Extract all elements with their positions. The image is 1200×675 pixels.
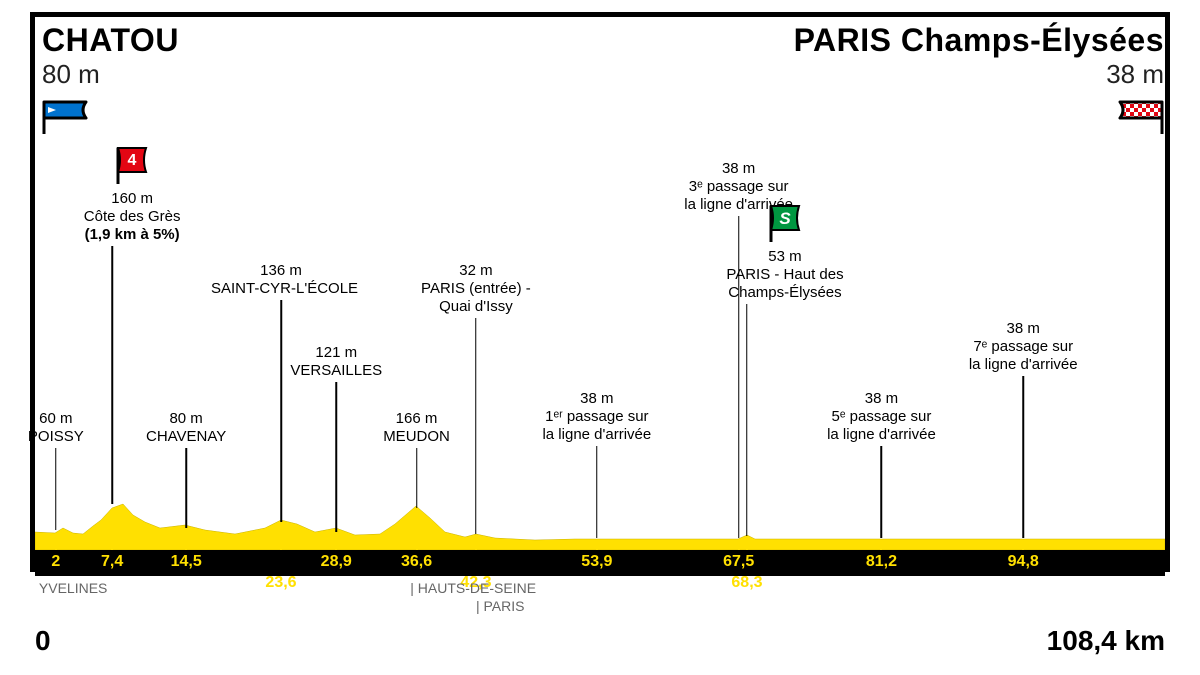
waypoint: 80 mCHAVENAY — [116, 410, 256, 446]
waypoint-label: PARIS - Haut des — [715, 266, 855, 284]
waypoint: 38 m7ᵉ passage surla ligne d'arrivée — [953, 320, 1093, 374]
waypoint-altitude: 160 m — [62, 190, 202, 208]
waypoint-label: Champs-Élysées — [715, 284, 855, 302]
stage-profile: CHATOU 80 m PARIS Champs-Élysées 38 m — [0, 0, 1200, 675]
km-label: 94,8 — [1008, 553, 1039, 571]
km-label: 36,6 — [401, 553, 432, 571]
svg-text:4: 4 — [128, 152, 137, 169]
waypoint-leader-line — [881, 446, 883, 538]
finish-city-block: PARIS Champs-Élysées 38 m — [794, 22, 1164, 90]
waypoint-leader-line — [746, 304, 748, 536]
km-tick — [596, 544, 598, 550]
finish-city-name: PARIS Champs-Élysées — [794, 22, 1164, 59]
waypoint-label: Quai d'Issy — [406, 298, 546, 316]
km-label: 14,5 — [171, 553, 202, 571]
waypoint: 32 mPARIS (entrée) -Quai d'Issy — [406, 262, 546, 316]
waypoint-altitude: 60 m — [0, 410, 126, 428]
start-city-block: CHATOU 80 m — [42, 22, 179, 90]
km-tick — [55, 544, 57, 550]
finish-altitude: 38 m — [794, 59, 1164, 90]
waypoint: 166 mMEUDON — [347, 410, 487, 446]
waypoint-altitude: 38 m — [669, 160, 809, 178]
waypoint-label: CHAVENAY — [116, 428, 256, 446]
department-label: YVELINES — [35, 580, 107, 596]
waypoint-label: la ligne d'arrivée — [527, 426, 667, 444]
waypoint-altitude: 166 m — [347, 410, 487, 428]
km-tick — [280, 544, 282, 550]
department-label: | PARIS — [476, 598, 525, 614]
waypoint-altitude: 38 m — [953, 320, 1093, 338]
waypoint: 136 mSAINT-CYR-L'ÉCOLE — [211, 262, 351, 298]
waypoint: 60 mPOISSY — [0, 410, 126, 446]
svg-text:S: S — [779, 209, 791, 228]
km-tick — [880, 544, 882, 550]
frame-top — [30, 12, 1170, 17]
waypoint-label: MEUDON — [347, 428, 487, 446]
km-band: 27,414,523,628,936,642,353,967,568,381,2… — [35, 550, 1165, 576]
waypoint-altitude: 136 m — [211, 262, 351, 280]
km-tick — [738, 544, 740, 550]
waypoint: 121 mVERSAILLES — [266, 344, 406, 380]
waypoint-label: POISSY — [0, 428, 126, 446]
waypoint-leader-line — [111, 246, 113, 504]
waypoint: 4160 mCôte des Grès(1,9 km à 5%) — [62, 190, 202, 244]
category-4-badge-icon: 4 — [114, 146, 150, 191]
km-tick — [475, 544, 477, 550]
waypoint-altitude: 53 m — [715, 248, 855, 266]
waypoint-label: Côte des Grès — [62, 208, 202, 226]
department-label: | HAUTS-DE-SEINE — [410, 580, 536, 596]
department-row: YVELINES| HAUTS-DE-SEINE| PARIS — [35, 580, 1165, 600]
km-label: 7,4 — [101, 553, 123, 571]
waypoint-leader-line — [475, 318, 477, 534]
waypoint-label: VERSAILLES — [266, 362, 406, 380]
km-label: 28,9 — [321, 553, 352, 571]
km-label: 81,2 — [866, 553, 897, 571]
start-altitude: 80 m — [42, 59, 179, 90]
waypoint-altitude: 80 m — [116, 410, 256, 428]
waypoint-leader-line — [1022, 376, 1024, 538]
km-label: 67,5 — [723, 553, 754, 571]
waypoint-altitude: 38 m — [527, 390, 667, 408]
waypoint-leader-line — [416, 448, 418, 508]
km-tick — [746, 544, 748, 550]
waypoint-label: SAINT-CYR-L'ÉCOLE — [211, 280, 351, 298]
km-tick — [416, 544, 418, 550]
waypoint-label: PARIS (entrée) - — [406, 280, 546, 298]
waypoint-altitude: 32 m — [406, 262, 546, 280]
waypoint-label: 3ᵉ passage sur — [669, 178, 809, 196]
waypoint: 38 m5ᵉ passage surla ligne d'arrivée — [811, 390, 951, 444]
waypoint-label: la ligne d'arrivée — [811, 426, 951, 444]
km-label: 53,9 — [581, 553, 612, 571]
waypoint-leader-line — [55, 448, 57, 530]
waypoint: 38 m1ᵉʳ passage surla ligne d'arrivée — [527, 390, 667, 444]
elevation-profile: 60 mPOISSY 4160 mCôte des Grès(1,9 km à … — [35, 120, 1165, 550]
bottom-row: 0 108,4 km — [35, 625, 1165, 655]
waypoint-leader-line — [336, 382, 338, 532]
sprint-badge-icon: S — [767, 204, 803, 249]
waypoint-label: 1ᵉʳ passage sur — [527, 408, 667, 426]
waypoint-altitude: 121 m — [266, 344, 406, 362]
km-total: 108,4 km — [1047, 625, 1165, 657]
km-tick — [1022, 544, 1024, 550]
waypoint: S53 mPARIS - Haut desChamps-Élysées — [715, 248, 855, 302]
waypoint-leader-line — [185, 448, 187, 528]
km-tick — [111, 544, 113, 550]
waypoint-label: 7ᵉ passage sur — [953, 338, 1093, 356]
waypoint-extra: (1,9 km à 5%) — [62, 226, 202, 244]
km-tick — [185, 544, 187, 550]
start-city-name: CHATOU — [42, 22, 179, 59]
km-zero: 0 — [35, 625, 51, 656]
waypoint-altitude: 38 m — [811, 390, 951, 408]
frame-right — [1165, 12, 1170, 572]
waypoint-label: la ligne d'arrivée — [953, 356, 1093, 374]
km-label: 2 — [51, 553, 60, 571]
waypoint-leader-line — [280, 300, 282, 522]
km-tick — [335, 544, 337, 550]
waypoint-leader-line — [596, 446, 598, 538]
waypoint-label: 5ᵉ passage sur — [811, 408, 951, 426]
